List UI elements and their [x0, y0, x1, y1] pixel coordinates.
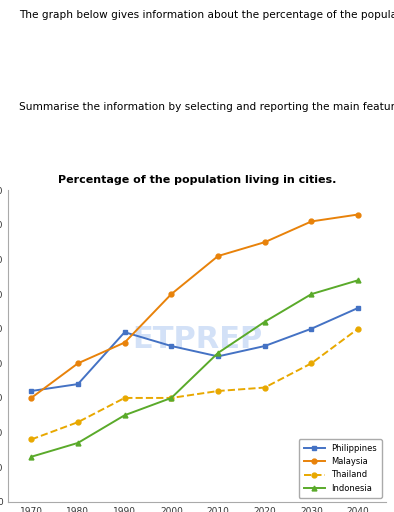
Text: ETPREP: ETPREP [132, 325, 262, 354]
Title: Percentage of the population living in cities.: Percentage of the population living in c… [58, 175, 336, 185]
Text: The graph below gives information about the percentage of the population in four: The graph below gives information about … [19, 10, 394, 20]
Legend: Philippines, Malaysia, Thailand, Indonesia: Philippines, Malaysia, Thailand, Indones… [299, 439, 382, 498]
Text: Summarise the information by selecting and reporting the main features, and make: Summarise the information by selecting a… [19, 102, 394, 112]
